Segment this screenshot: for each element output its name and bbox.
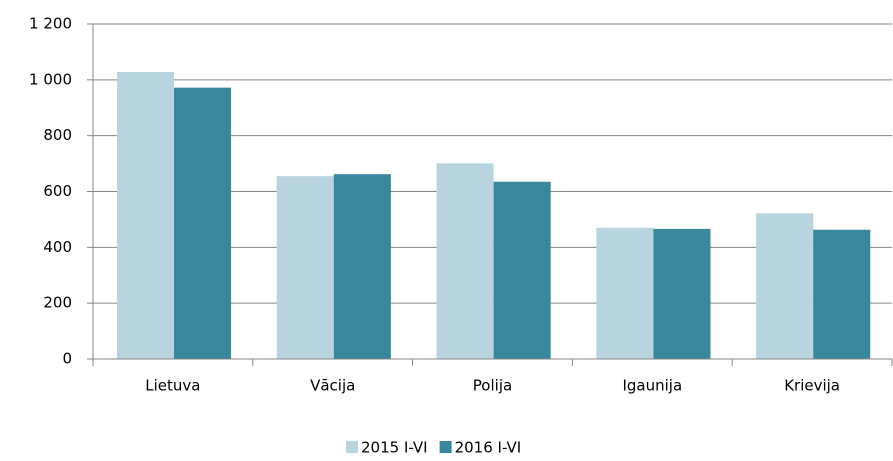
y-tick-label: 600 <box>43 182 72 200</box>
legend-label: 2015 I-VI <box>361 439 428 457</box>
x-tick-label: Vācija <box>310 377 355 395</box>
bar <box>596 227 654 359</box>
legend-label: 2016 I-VI <box>455 439 522 457</box>
bar <box>813 229 871 359</box>
y-tick-label: 800 <box>43 126 72 144</box>
x-tick-label: Lietuva <box>145 377 200 395</box>
y-tick-label: 400 <box>43 238 72 256</box>
bar <box>653 228 711 359</box>
bar <box>493 181 551 359</box>
bar <box>174 87 232 360</box>
y-tick-label: 0 <box>62 350 72 368</box>
x-tick-label: Polija <box>473 377 512 395</box>
y-tick-label: 200 <box>43 294 72 312</box>
x-tick-label: Krievija <box>784 377 840 395</box>
bar <box>116 72 175 360</box>
bar <box>276 176 334 359</box>
bar <box>436 163 494 359</box>
y-tick-label: 1 200 <box>29 15 72 33</box>
legend-swatch <box>439 441 452 453</box>
bar <box>333 174 391 359</box>
y-tick-label: 1 000 <box>29 70 72 88</box>
x-tick-label: Igaunija <box>622 377 682 395</box>
legend-swatch <box>346 441 358 453</box>
bar <box>756 213 814 359</box>
